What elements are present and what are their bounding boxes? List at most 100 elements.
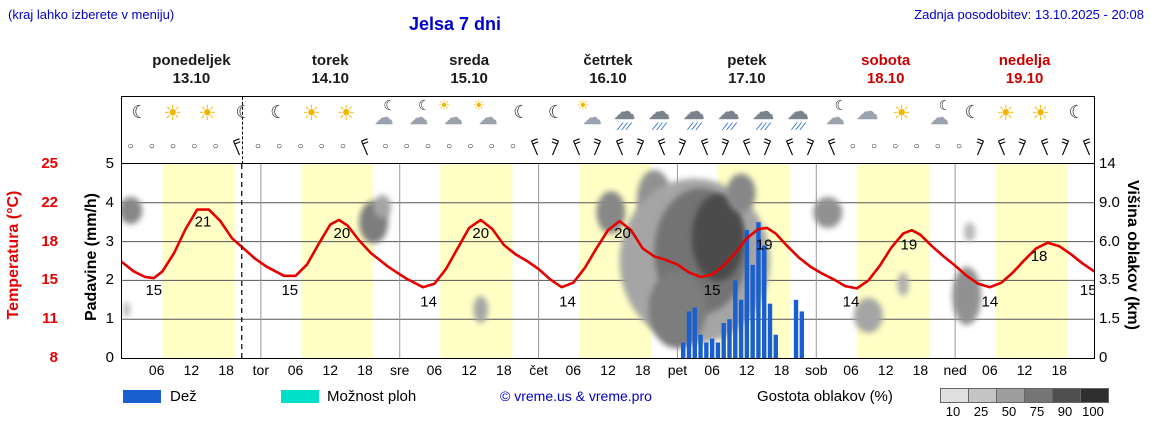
moon-glyph: ☾ <box>834 98 848 114</box>
temperature-value-label: 21 <box>195 214 212 231</box>
cloud-density-tick: 100 <box>1082 404 1104 419</box>
weather-icon-rain: ☁/// <box>678 98 712 136</box>
cloud-glyph: ☁ <box>582 107 602 129</box>
temperature-value-label: 18 <box>1031 248 1048 265</box>
wind-barb-icon <box>825 138 838 156</box>
day-header-nedelja: nedelja 19.10 <box>955 52 1094 88</box>
moon-glyph: ☾ <box>383 98 396 114</box>
wind-barb-icon <box>570 138 583 156</box>
calm-wind-icon: ○ <box>276 141 283 152</box>
x-axis-hour-label: 06 <box>704 362 720 378</box>
wind-barb-icon <box>974 138 987 156</box>
x-axis-hour-label: 18 <box>912 362 929 378</box>
day-date: 19.10 <box>1005 70 1044 87</box>
weather-icon-cloud: ☁ <box>851 98 885 136</box>
temperature-value-label: 15 <box>1080 282 1094 299</box>
day-name: četrtek <box>583 52 633 69</box>
wind-barb-icon <box>655 138 668 156</box>
calm-wind-icon: ○ <box>849 141 856 152</box>
day-name: petek <box>727 52 767 69</box>
rain-bar <box>721 323 726 358</box>
weather-icon-moon: ☾ <box>956 98 990 136</box>
precipitation-tick-value: 3 <box>105 232 114 250</box>
cloud-density-swatch <box>997 389 1025 402</box>
cloud-density-scale <box>940 388 1109 403</box>
temperature-value-label: 14 <box>420 294 437 311</box>
wind-barb-icon <box>804 138 817 156</box>
temperature-axis-ticks: 25 22 18 15 11 8 <box>24 0 58 443</box>
precipitation-tick-value: 2 <box>105 271 114 289</box>
daylight-band <box>301 164 374 358</box>
rain-legend-swatch <box>123 390 161 403</box>
x-axis-day-label: sre <box>389 362 410 378</box>
sun-glyph: ☀ <box>892 101 911 125</box>
day-name: nedelja <box>998 52 1051 69</box>
wind-barb-icon <box>1038 138 1051 156</box>
calm-wind-icon: ○ <box>446 141 453 152</box>
rain-bar <box>692 307 697 358</box>
moon-glyph: ☾ <box>235 102 252 123</box>
cloud-glyph: ☁ <box>478 107 498 129</box>
calm-wind-icon: ○ <box>169 141 176 152</box>
day-header-sobota: sobota 18.10 <box>816 52 955 88</box>
rain-legend-label: Dež <box>170 388 197 405</box>
x-axis-day-label: sob <box>804 362 828 378</box>
weather-icon-rain: ☁/// <box>747 98 781 136</box>
legend: Dež Možnost ploh © vreme.us & vreme.pro … <box>0 386 1152 426</box>
temperature-tick-value: 8 <box>49 349 58 366</box>
weather-icon-sun: ☀ <box>886 98 920 136</box>
rain-bar <box>715 342 721 358</box>
day-name: sobota <box>861 52 911 69</box>
rain-bar <box>756 222 761 358</box>
temperature-tick-value: 15 <box>41 271 58 289</box>
day-header-ponedeljek: ponedeljek 13.10 <box>122 52 261 88</box>
calm-wind-icon: ○ <box>403 141 410 152</box>
current-time-line-strip <box>241 97 243 164</box>
x-axis-hour-label: 12 <box>739 362 755 378</box>
x-axis-hour-label: 12 <box>461 362 477 378</box>
wind-barb-icon <box>698 138 711 156</box>
moon-glyph: ☾ <box>938 98 952 114</box>
cloud-cover-blob <box>853 297 883 333</box>
calm-wind-icon: ○ <box>871 141 878 152</box>
meteogram-chart: 15 21 15 20 14 20 14 20 15 19 14 19 14 18 15 <box>122 164 1094 358</box>
x-axis-hour-label: 12 <box>322 362 339 378</box>
temperature-value-label: 20 <box>472 225 489 242</box>
wind-barb-icon <box>1059 138 1072 156</box>
moon-glyph: ☾ <box>270 102 287 123</box>
wind-barb-icon <box>1016 138 1029 156</box>
moon-glyph: ☾ <box>131 102 148 123</box>
cloud-density-tick: 75 <box>1029 404 1045 419</box>
day-date: 15.10 <box>450 70 488 87</box>
weather-symbols-strip: ○ ○ ○ ○ ○ ○ ○ ○ ○ ○ ○ ○ ○ ○ ○ ○ ○ ○ ○ ○ ○ ○ ○ ☾ ☀ ☀ ☾ ☾ ☀ ☀ ☾ ☁ ☾ ☁ ☀ ☁ ☀ ☁ ☾… <box>121 96 1095 165</box>
cloud-density-tick: 10 <box>945 404 961 419</box>
sun-glyph: ☀ <box>996 101 1016 125</box>
x-axis-hour-label: 06 <box>843 362 859 378</box>
sun-glyph: ☀ <box>472 98 486 114</box>
weather-icon-cloud-moon: ☾ ☁ <box>921 98 955 136</box>
temperature-value-label: 14 <box>843 294 860 311</box>
wind-barb-icon <box>549 138 562 156</box>
wind-barb-icon <box>230 138 243 156</box>
calm-wind-icon: ○ <box>254 141 261 152</box>
moon-glyph: ☾ <box>547 102 565 123</box>
calm-wind-icon: ○ <box>297 141 304 152</box>
cloud-cover-blob <box>373 195 392 219</box>
copyright-link[interactable]: © vreme.us & vreme.pro <box>500 388 652 404</box>
cloud-height-tick-value: 3.5 <box>1099 271 1120 289</box>
x-axis-hour-label: 06 <box>982 362 998 378</box>
x-axis-day-label: ned <box>943 362 967 378</box>
cloud-glyph: ☁ <box>856 100 879 125</box>
precipitation-tick-value: 5 <box>105 155 114 172</box>
cloud-density-tick: 90 <box>1057 404 1073 419</box>
temperature-line <box>122 208 1094 290</box>
day-date: 16.10 <box>589 70 627 87</box>
day-date: 13.10 <box>172 70 211 87</box>
temperature-value-label: 15 <box>281 282 298 299</box>
weather-icon-cloud-sun: ☀ ☁ <box>435 98 469 136</box>
daylight-band <box>162 164 235 358</box>
calm-wind-icon: ○ <box>382 141 389 152</box>
cloud-cover-blob <box>473 295 488 324</box>
calm-wind-icon: ○ <box>913 141 920 152</box>
sun-glyph: ☀ <box>197 101 217 125</box>
